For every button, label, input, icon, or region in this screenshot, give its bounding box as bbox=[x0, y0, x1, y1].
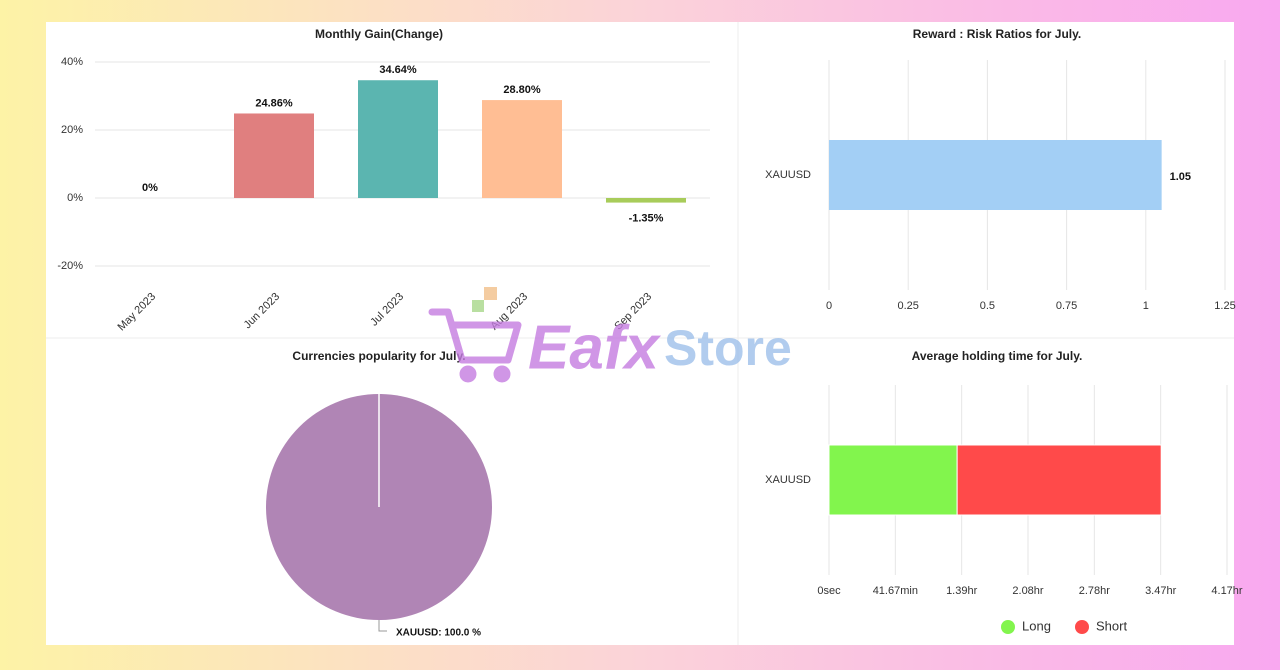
chart-title: Average holding time for July. bbox=[912, 349, 1083, 363]
leader-line bbox=[378, 620, 387, 632]
y-tick-label: 40% bbox=[61, 56, 83, 68]
bar bbox=[358, 80, 438, 198]
y-tick-label: 20% bbox=[61, 124, 83, 136]
value-label: 1.05 bbox=[1170, 171, 1191, 183]
y-tick-label: XAUUSD bbox=[765, 169, 811, 181]
x-tick-label: 0.75 bbox=[1056, 300, 1077, 312]
chart-title: Monthly Gain(Change) bbox=[315, 27, 443, 41]
slice-label: XAUUSD: 100.0 % bbox=[396, 628, 481, 639]
bar bbox=[234, 113, 314, 198]
legend-marker bbox=[1001, 620, 1015, 634]
value-label: 24.86% bbox=[255, 97, 293, 109]
x-tick-label: 1 bbox=[1143, 300, 1149, 312]
legend-marker bbox=[1075, 620, 1089, 634]
value-label: 34.64% bbox=[379, 64, 417, 76]
x-tick-label: 41.67min bbox=[873, 585, 918, 597]
value-label: 0% bbox=[142, 182, 158, 194]
y-tick-label: -20% bbox=[57, 260, 83, 272]
chart-title: Reward : Risk Ratios for July. bbox=[913, 27, 1082, 41]
x-tick-label: 0sec bbox=[817, 585, 841, 597]
x-tick-label: 0.5 bbox=[980, 300, 995, 312]
x-tick-label: 3.47hr bbox=[1145, 585, 1177, 597]
legend-label: Long bbox=[1022, 618, 1051, 633]
y-tick-label: 0% bbox=[67, 192, 83, 204]
bar bbox=[482, 100, 562, 198]
chart-title: Currencies popularity for July. bbox=[292, 349, 465, 363]
bar bbox=[829, 140, 1162, 210]
bar-segment bbox=[956, 444, 1162, 516]
x-tick-label: 1.39hr bbox=[946, 585, 978, 597]
legend-label: Short bbox=[1096, 618, 1127, 633]
watermark: Eafx Store bbox=[428, 287, 792, 383]
charts: Monthly Gain(Change)-20%0%20%40%0%May 20… bbox=[57, 27, 1243, 638]
value-label: -1.35% bbox=[629, 212, 664, 224]
x-tick-label: 2.78hr bbox=[1079, 585, 1111, 597]
bar bbox=[606, 198, 686, 203]
box-icon bbox=[472, 300, 484, 312]
cart-icon bbox=[428, 308, 522, 383]
watermark-suffix: Store bbox=[664, 320, 792, 376]
x-tick-label: 4.17hr bbox=[1211, 585, 1243, 597]
x-tick-label: 1.25 bbox=[1214, 300, 1235, 312]
box-icon bbox=[484, 287, 497, 300]
value-label: 28.80% bbox=[503, 84, 541, 96]
watermark-brand: Eafx bbox=[528, 313, 661, 382]
x-tick-label: 2.08hr bbox=[1012, 585, 1044, 597]
y-tick-label: XAUUSD bbox=[765, 474, 811, 486]
bar-segment bbox=[828, 444, 958, 516]
x-tick-label: 0.25 bbox=[897, 300, 918, 312]
x-tick-label: 0 bbox=[826, 300, 832, 312]
